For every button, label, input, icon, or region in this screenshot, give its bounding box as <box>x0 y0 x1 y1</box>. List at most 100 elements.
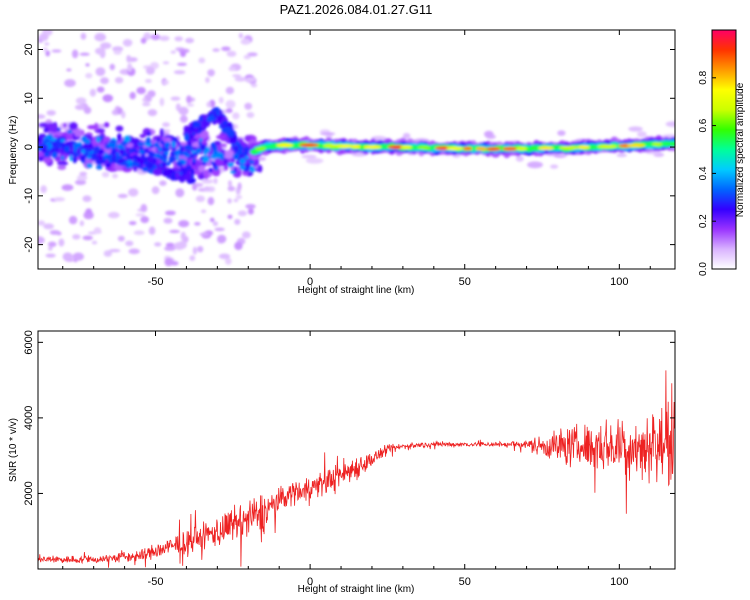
spectrogram-blob <box>115 151 120 157</box>
snr-series-line <box>38 370 675 568</box>
spectrogram-blob <box>139 134 146 138</box>
spectrogram-blob <box>164 141 171 149</box>
spectrogram-blob <box>210 142 216 149</box>
spectrogram-blob <box>79 52 90 56</box>
spectrogram-blob <box>170 261 179 266</box>
spectrogram-blob <box>48 144 52 149</box>
spectrogram-blob <box>462 146 473 151</box>
spectrogram-blob <box>135 213 146 217</box>
snr-x-ticks: -50 0 50 100 <box>62 331 651 588</box>
colorbar-label: Normalized spectral amplitude <box>735 82 746 217</box>
spectrogram-blob <box>235 195 243 200</box>
spectrogram-blob <box>168 159 175 164</box>
spectrogram-blob <box>131 137 141 148</box>
x-tick-label: 0 <box>307 576 313 588</box>
spectrogram-blob <box>154 242 162 247</box>
spectrogram-blob <box>162 80 169 85</box>
spectrogram-blob <box>626 143 646 148</box>
spectrogram-blob <box>216 135 227 140</box>
spectrogram-blob <box>417 145 430 150</box>
colorbar: 0.0 0.2 0.4 0.6 0.8 Normalized spectral ampl… <box>698 29 746 276</box>
x-tick-label: 100 <box>610 276 628 288</box>
colorbar-bar <box>711 29 737 270</box>
spectrogram-blob <box>142 102 151 107</box>
spectrogram-blob <box>217 234 227 244</box>
spectrogram-blob <box>51 151 58 159</box>
spectrogram-blob <box>221 120 228 126</box>
spectrogram-blob <box>38 114 46 119</box>
spectrogram-blob <box>186 95 192 104</box>
spectrogram-blob <box>245 77 256 83</box>
spectrogram-blob <box>557 130 566 136</box>
spectrogram-blob <box>161 161 167 168</box>
spectrogram-blob <box>122 39 133 47</box>
spectrogram-blobs <box>38 30 675 267</box>
spectrogram-blob <box>117 235 125 242</box>
spectrogram-blob <box>147 109 158 117</box>
spectrogram-blob <box>176 161 183 167</box>
spectrogram-blob <box>140 216 149 224</box>
spectrogram-blob <box>48 246 53 251</box>
spectrogram-blob <box>184 144 191 150</box>
colorbar-tick-label: 0.0 <box>698 262 709 276</box>
spectrogram-blob <box>177 62 187 66</box>
spectrogram-blob <box>244 135 252 142</box>
spectrogram-blob <box>153 158 157 164</box>
spectrogram-blob <box>214 158 225 167</box>
spectrogram-blob <box>157 146 162 153</box>
spectrogram-blob <box>145 137 152 144</box>
spectrogram-blob <box>111 148 117 154</box>
spectrogram-blob <box>62 122 67 128</box>
x-tick-label: 50 <box>459 276 471 288</box>
spectrogram-blob <box>108 211 120 219</box>
spectrogram-blob <box>559 145 579 150</box>
y-tick-label: 2000 <box>23 481 35 505</box>
spectrogram-blob <box>69 154 73 162</box>
spectrogram-blob <box>86 163 93 169</box>
spectrogram-blob <box>38 136 41 143</box>
spectrogram-blob <box>171 141 177 148</box>
spectrogram-blob <box>159 128 165 138</box>
spectrogram-blob <box>123 135 131 143</box>
spectrogram-blob <box>516 146 528 151</box>
spectrogram-blob <box>305 157 324 164</box>
spectrogram-blob <box>192 183 198 191</box>
spectrogram-blob <box>51 49 62 53</box>
spectrogram-blob <box>58 238 65 247</box>
spectrogram-blob <box>199 232 209 236</box>
spectrogram-blob <box>89 88 97 97</box>
spectrogram-blob <box>257 164 263 173</box>
spectrogram-blob <box>400 145 413 149</box>
spectrogram-blob <box>94 33 106 42</box>
spectrogram-blob <box>515 155 524 162</box>
spectrogram-blob <box>179 146 184 153</box>
spectrogram-blob <box>60 155 65 160</box>
spectrogram-blob <box>208 167 213 173</box>
spectrogram-blob <box>174 36 183 42</box>
spectrogram-blob <box>202 156 210 163</box>
x-tick-label: 100 <box>610 576 628 588</box>
spectrogram-blob <box>180 50 186 57</box>
spectrogram-blob <box>108 249 121 253</box>
spectrogram-blob <box>195 195 205 203</box>
spectrogram-blob <box>74 104 87 111</box>
spectrogram-blob <box>64 79 76 88</box>
spectrogram-blob <box>189 255 196 261</box>
colorbar-tick-label: 0.8 <box>698 70 709 84</box>
spectrogram-blob <box>249 165 256 173</box>
spectrogram-blob <box>83 138 88 143</box>
spectrogram-blob <box>121 110 126 119</box>
spectrogram-blob <box>117 107 123 115</box>
spectrogram-blob <box>38 151 45 157</box>
spectrogram-blob <box>173 136 179 143</box>
spectrogram-blob <box>637 131 647 138</box>
spectrogram-blob <box>323 144 341 148</box>
y-tick-label: 10 <box>23 92 35 104</box>
x-tick-label: -50 <box>148 276 164 288</box>
spectrogram-x-label: Height of straight line (km) <box>298 285 415 296</box>
spectrogram-blob <box>151 186 160 195</box>
spectrogram-blob <box>198 117 204 122</box>
spectrogram-blob <box>363 145 382 149</box>
spectrogram-blob <box>75 97 87 105</box>
spectrogram-blob <box>104 159 110 164</box>
